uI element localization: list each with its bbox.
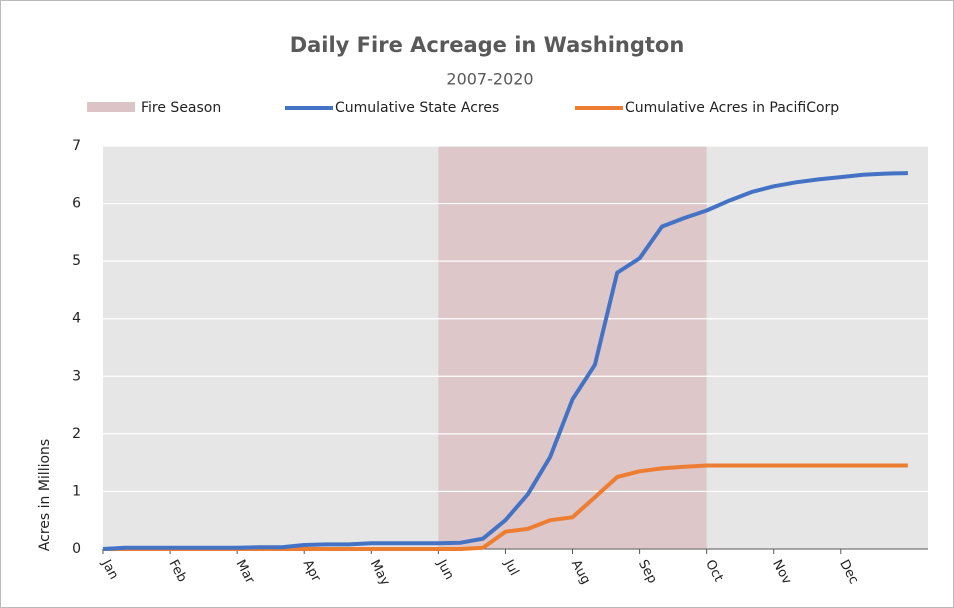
- y-tick-label: 2: [72, 426, 81, 442]
- fire-season: [438, 146, 707, 549]
- y-tick-label: 7: [72, 138, 81, 154]
- legend-label: Cumulative State Acres: [335, 100, 499, 116]
- y-tick-label: 3: [72, 368, 81, 384]
- series-line: [102, 171, 908, 551]
- y-tick-label: 4: [72, 311, 81, 327]
- y-tick-label: 6: [72, 196, 81, 212]
- y-tick-label: 5: [72, 253, 81, 269]
- legend-swatch: [87, 102, 135, 112]
- chart-subtitle: 2007-2020: [446, 70, 533, 89]
- x-tick-label: Jul: [500, 557, 521, 579]
- legend-label: Fire Season: [141, 100, 221, 116]
- legend-label: Cumulative Acres in PacifiCorp: [625, 100, 839, 116]
- y-tick-label: 1: [72, 483, 81, 499]
- y-tick-label: 0: [72, 541, 81, 557]
- y-axis-title: Acres in Millions: [37, 439, 53, 551]
- chart-title: Daily Fire Acreage in Washington: [290, 33, 685, 57]
